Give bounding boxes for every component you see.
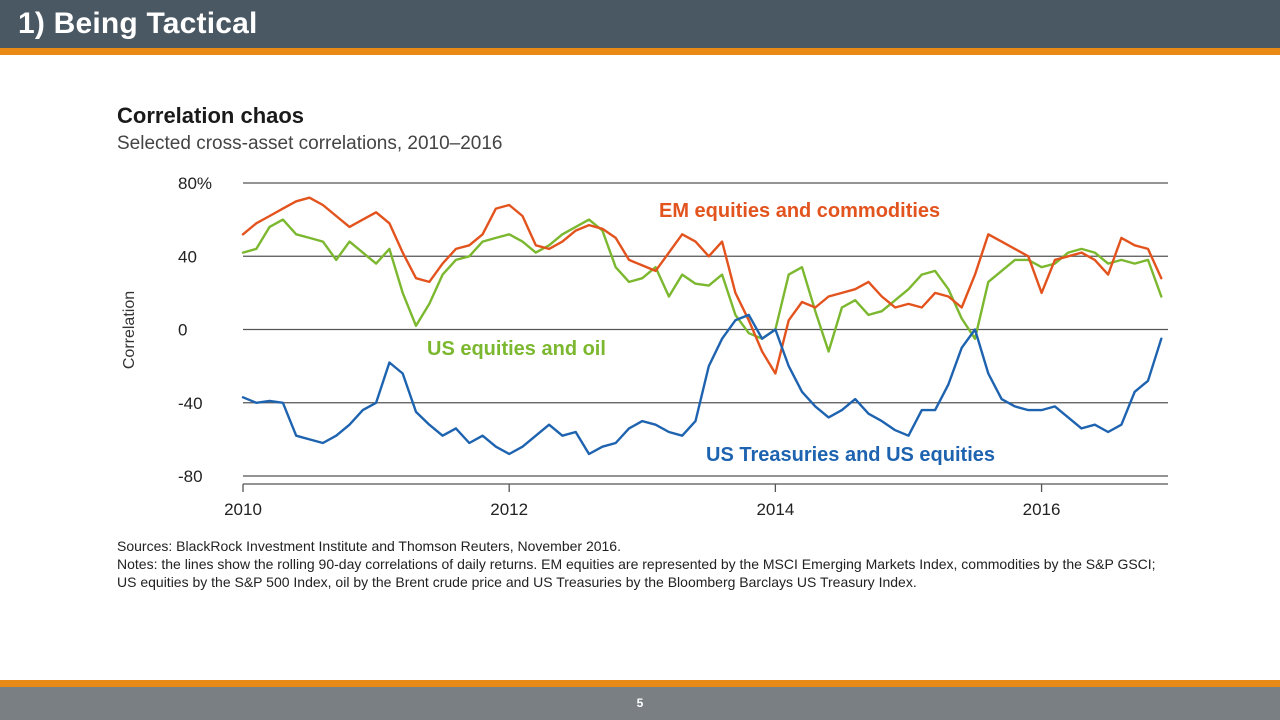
page-number: 5 xyxy=(636,696,644,710)
x-tick-label: 2014 xyxy=(756,500,794,519)
y-axis-label: Correlation xyxy=(121,291,138,369)
y-tick-label: -80 xyxy=(178,467,203,486)
series-label-1: US equities and oil xyxy=(427,338,606,360)
chart-title: Correlation chaos xyxy=(117,103,304,128)
x-tick-label: 2010 xyxy=(224,500,262,519)
chart-notes: Sources: BlackRock Investment Institute … xyxy=(117,537,1167,591)
series-line-1 xyxy=(241,218,1163,353)
slide-footer: 5 xyxy=(0,687,1280,720)
series-label-2: US Treasuries and US equities xyxy=(706,444,995,466)
y-tick-label: -40 xyxy=(178,394,203,413)
chart-subtitle: Selected cross-asset correlations, 2010–… xyxy=(117,133,503,154)
notes-text: Notes: the lines show the rolling 90-day… xyxy=(117,556,1156,590)
series-line-2 xyxy=(241,313,1163,456)
y-tick-label: 80% xyxy=(178,174,212,193)
footer-accent-rule xyxy=(0,680,1280,687)
x-tick-label: 2012 xyxy=(490,500,528,519)
series-label-0: EM equities and commodities xyxy=(659,200,940,222)
y-tick-label: 0 xyxy=(178,321,187,340)
correlation-chart: Correlation chaos Selected cross-asset c… xyxy=(117,103,1168,519)
y-tick-label: 40 xyxy=(178,247,197,266)
series-line-0 xyxy=(241,196,1163,375)
sources-text: Sources: BlackRock Investment Institute … xyxy=(117,538,621,554)
slide-header: 1) Being Tactical xyxy=(0,0,1280,48)
header-accent-rule xyxy=(0,48,1280,55)
slide-title: 1) Being Tactical xyxy=(18,7,258,40)
x-tick-label: 2016 xyxy=(1023,500,1061,519)
